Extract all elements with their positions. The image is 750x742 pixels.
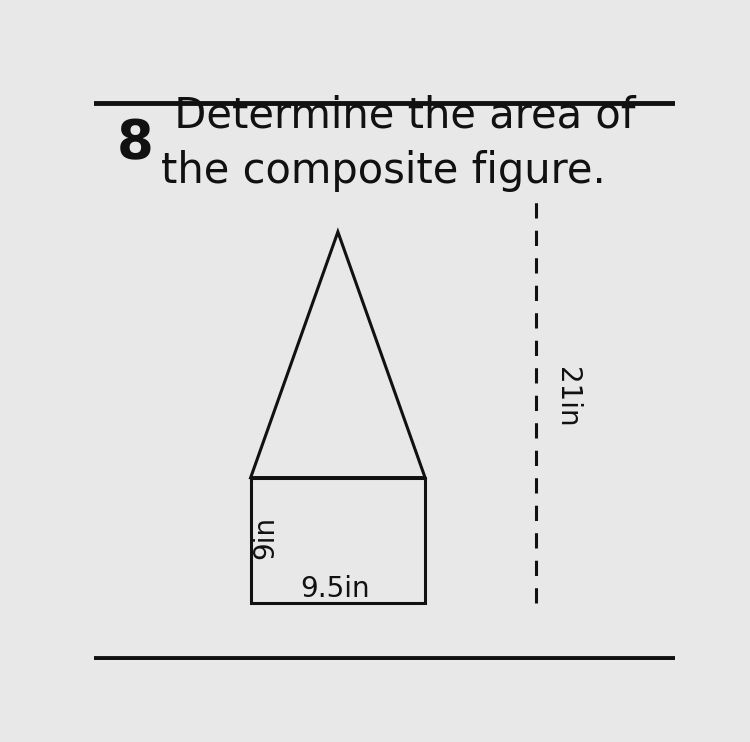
Text: 9in: 9in [251, 516, 279, 559]
Text: Determine the area of
the composite figure.: Determine the area of the composite figu… [160, 95, 635, 192]
Text: 9.5in: 9.5in [300, 575, 370, 603]
Text: 21in: 21in [554, 367, 581, 428]
Text: 8: 8 [117, 117, 154, 169]
